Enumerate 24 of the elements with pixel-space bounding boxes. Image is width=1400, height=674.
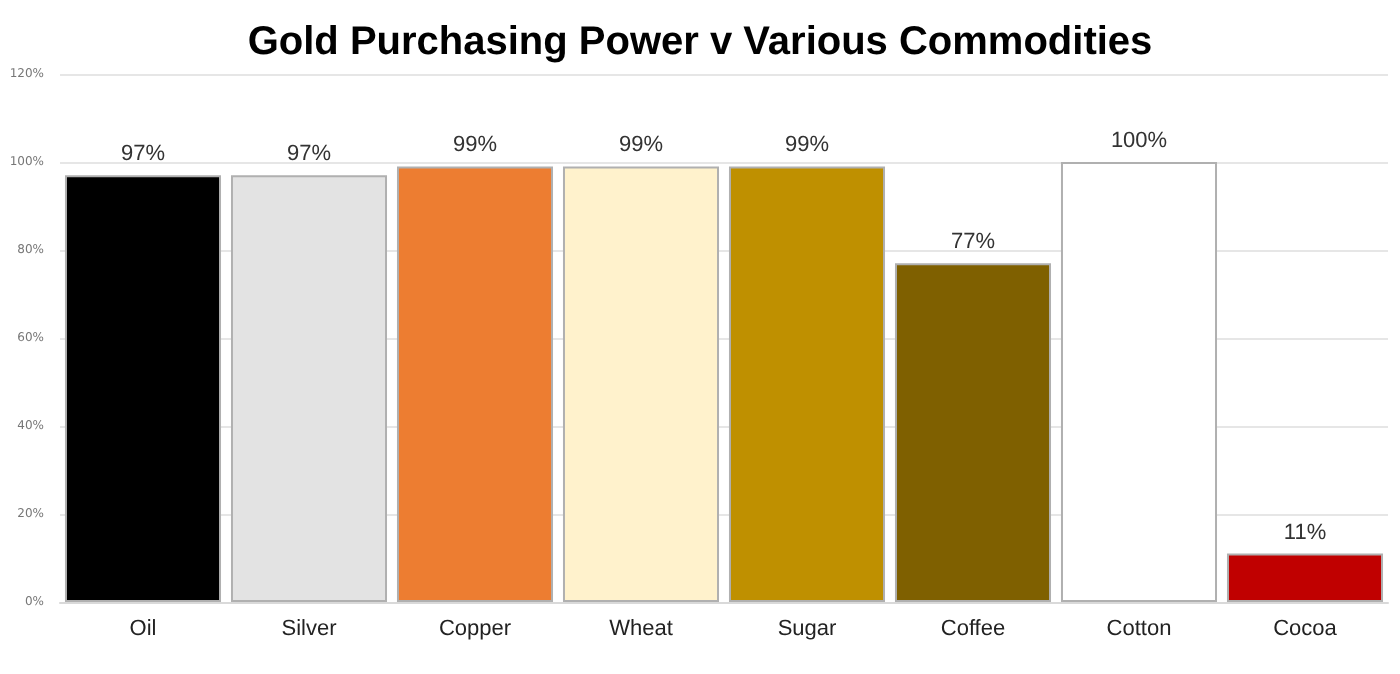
x-tick-label: Cocoa xyxy=(1273,617,1339,641)
bar xyxy=(894,263,1052,602)
bar xyxy=(1060,162,1218,602)
data-label: 100% xyxy=(1110,129,1168,153)
bar xyxy=(64,175,222,602)
data-label: 11% xyxy=(1283,520,1327,545)
x-tick-label: Coffee xyxy=(940,617,1006,641)
data-label: 97% xyxy=(286,142,332,167)
bar xyxy=(728,166,886,602)
data-label: 99% xyxy=(452,133,498,158)
data-label: 97% xyxy=(120,142,166,167)
data-label: 77% xyxy=(950,230,996,255)
x-tick-label: Copper xyxy=(438,617,512,641)
x-tick-label: Silver xyxy=(281,617,338,641)
x-tick-label: Wheat xyxy=(609,617,673,641)
bar xyxy=(1226,553,1384,602)
bar xyxy=(396,166,554,602)
data-label: 99% xyxy=(784,133,830,158)
bar xyxy=(562,166,720,602)
x-tick-label: Oil xyxy=(129,617,157,641)
x-tick-label: Cotton xyxy=(1106,617,1172,641)
data-label: 99% xyxy=(618,133,664,158)
chart-title: Gold Purchasing Power v Various Commodities xyxy=(247,20,1153,64)
x-tick-label: Sugar xyxy=(777,617,838,641)
